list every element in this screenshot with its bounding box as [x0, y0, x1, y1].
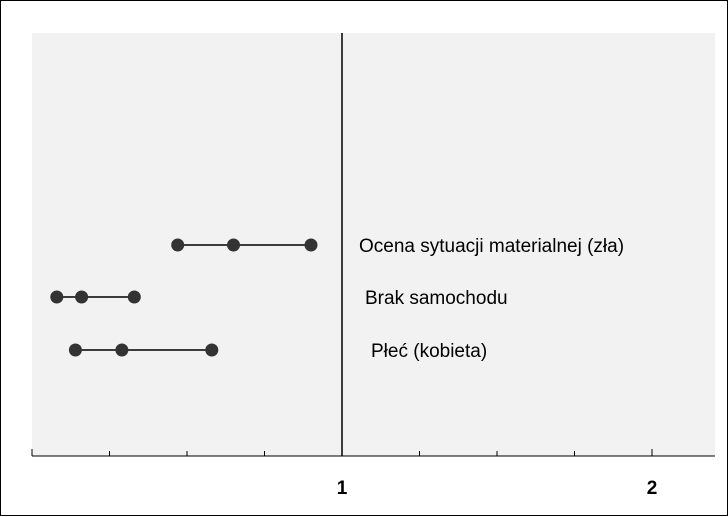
ci-upper-marker	[205, 343, 219, 357]
series-label: Ocena sytuacji materialnej (zła)	[359, 236, 624, 257]
series-label: Brak samochodu	[365, 288, 508, 309]
ci-lower-marker	[50, 290, 64, 304]
point-estimate-marker	[115, 343, 129, 357]
point-estimate-marker	[75, 290, 89, 304]
series-label: Płeć (kobieta)	[371, 341, 487, 362]
ci-upper-marker	[304, 238, 318, 252]
ci-lower-marker	[171, 238, 185, 252]
ci-upper-marker	[127, 290, 141, 304]
x-tick-label: 2	[647, 478, 658, 499]
ci-lower-marker	[68, 343, 82, 357]
plot-area	[32, 33, 715, 456]
point-estimate-marker	[227, 238, 240, 252]
x-tick-label: 1	[337, 478, 348, 499]
